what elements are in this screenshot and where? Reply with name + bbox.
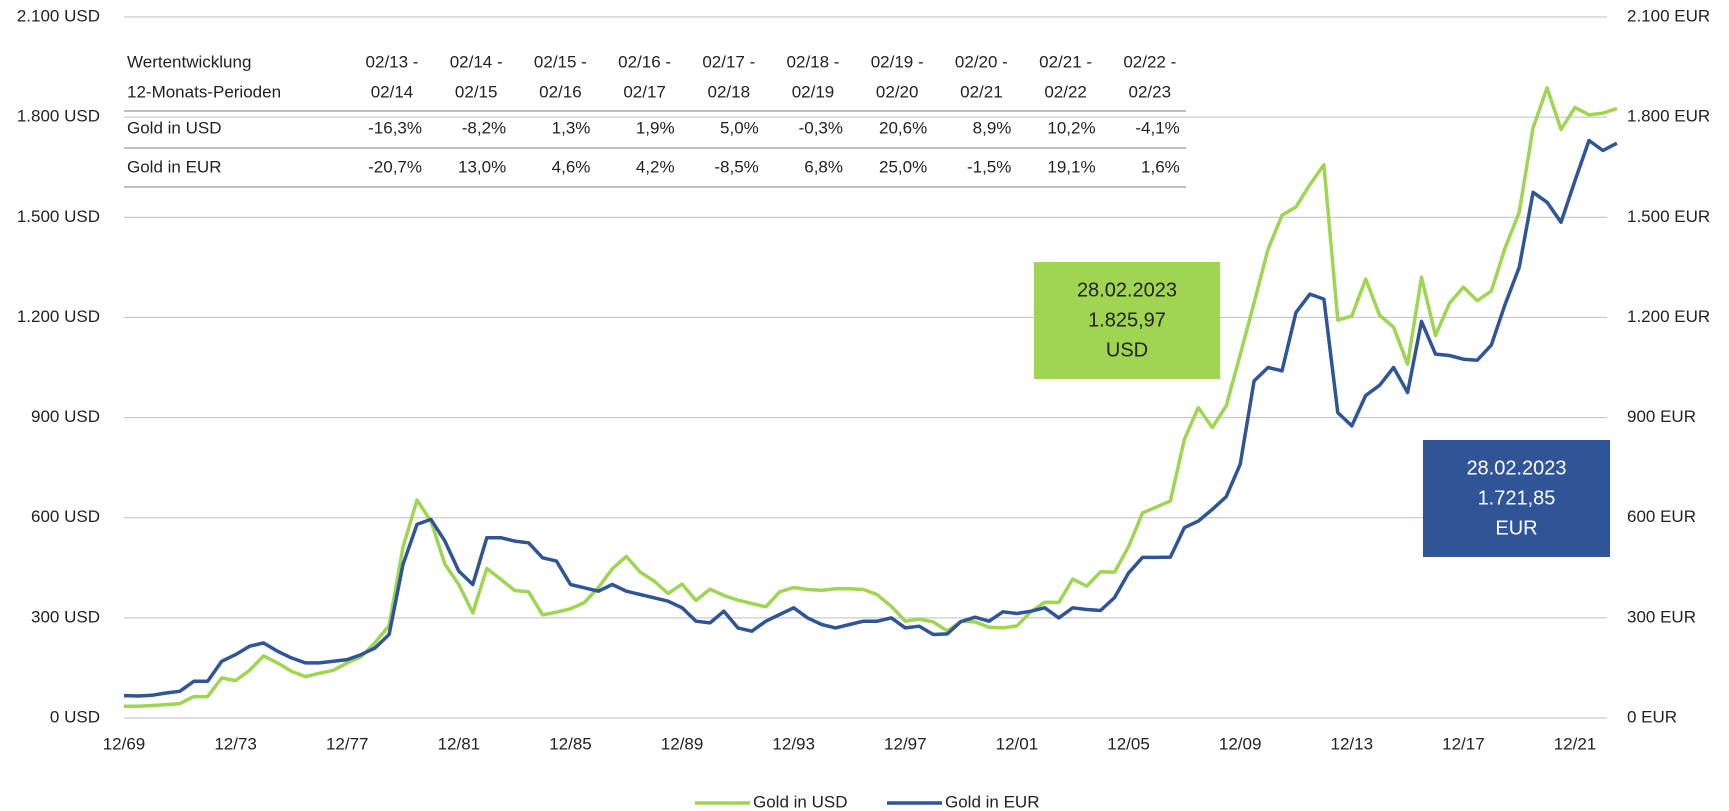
y-tick-label: 300 USD <box>31 607 100 626</box>
table-cell: 1,6% <box>1141 157 1180 176</box>
table-cell: 4,2% <box>636 157 675 176</box>
y-tick-label: 1.800 USD <box>17 107 100 126</box>
table-cell: 19,1% <box>1047 157 1095 176</box>
x-tick-label: 12/09 <box>1219 734 1262 753</box>
table-cell: 1,9% <box>636 118 675 137</box>
x-tick-label: 12/17 <box>1442 734 1485 753</box>
x-tick-label: 12/13 <box>1330 734 1373 753</box>
table-header: 12-Monats-Perioden <box>127 82 281 101</box>
y2-tick-label: 1.200 EUR <box>1627 307 1710 326</box>
y-tick-label: 600 USD <box>31 507 100 526</box>
table-cell: -0,3% <box>799 118 843 137</box>
table-header: 02/16 <box>539 82 582 101</box>
y-tick-label: 900 USD <box>31 407 100 426</box>
x-tick-label: 12/05 <box>1107 734 1150 753</box>
annotation-text: 1.825,97 <box>1088 309 1166 331</box>
annotation-text: 28.02.2023 <box>1077 279 1177 301</box>
legend-label: Gold in USD <box>753 792 847 811</box>
table-header: 02/15 - <box>534 52 587 71</box>
table-cell: 25,0% <box>879 157 927 176</box>
table-header: 02/14 - <box>450 52 503 71</box>
table-header: 02/14 <box>371 82 414 101</box>
table-header: Wertentwicklung <box>127 52 251 71</box>
table-row-label: Gold in EUR <box>127 157 221 176</box>
y-tick-label: 2.100 USD <box>17 6 100 25</box>
x-tick-label: 12/01 <box>996 734 1039 753</box>
table-cell: 20,6% <box>879 118 927 137</box>
table-cell: -8,2% <box>462 118 506 137</box>
x-tick-label: 12/97 <box>884 734 927 753</box>
legend-label: Gold in EUR <box>945 792 1039 811</box>
table-header: 02/20 - <box>955 52 1008 71</box>
x-tick-label: 12/93 <box>772 734 815 753</box>
table-header: 02/13 - <box>366 52 419 71</box>
table-header: 02/15 <box>455 82 498 101</box>
annotation-box <box>1034 262 1220 379</box>
table-header: 02/21 - <box>1039 52 1092 71</box>
table-header: 02/16 - <box>618 52 671 71</box>
table-header: 02/23 <box>1129 82 1172 101</box>
table-cell: -16,3% <box>368 118 422 137</box>
table-header: 02/20 <box>876 82 919 101</box>
y2-tick-label: 0 EUR <box>1627 707 1677 726</box>
table-cell: 8,9% <box>973 118 1012 137</box>
annotation-text: USD <box>1106 339 1148 361</box>
annotation-text: 28.02.2023 <box>1466 457 1566 479</box>
y2-tick-label: 2.100 EUR <box>1627 6 1710 25</box>
y-tick-label: 1.200 USD <box>17 307 100 326</box>
table-header: 02/17 - <box>702 52 755 71</box>
table-header: 02/21 <box>960 82 1003 101</box>
x-tick-label: 12/69 <box>103 734 146 753</box>
table-header: 02/22 <box>1044 82 1087 101</box>
table-cell: 10,2% <box>1047 118 1095 137</box>
table-header: 02/22 - <box>1123 52 1176 71</box>
table-cell: -1,5% <box>967 157 1011 176</box>
y-tick-label: 0 USD <box>50 707 100 726</box>
table-cell: -4,1% <box>1135 118 1179 137</box>
x-tick-label: 12/21 <box>1554 734 1597 753</box>
x-tick-label: 12/85 <box>549 734 592 753</box>
table-header: 02/17 <box>623 82 666 101</box>
table-row-label: Gold in USD <box>127 118 221 137</box>
table-header: 02/19 - <box>871 52 924 71</box>
table-header: 02/18 - <box>787 52 840 71</box>
y2-tick-label: 1.800 EUR <box>1627 107 1710 126</box>
table-header: 02/19 <box>792 82 835 101</box>
x-tick-label: 12/73 <box>214 734 257 753</box>
table-cell: 4,6% <box>552 157 591 176</box>
annotation-text: 1.721,85 <box>1478 487 1556 509</box>
x-tick-label: 12/77 <box>326 734 369 753</box>
data-line <box>123 138 1618 698</box>
table-cell: 6,8% <box>804 157 843 176</box>
table-cell: 1,3% <box>552 118 591 137</box>
annotation-box <box>1423 440 1610 557</box>
table-cell: -20,7% <box>368 157 422 176</box>
y2-tick-label: 300 EUR <box>1627 607 1696 626</box>
y-tick-label: 1.500 USD <box>17 207 100 226</box>
table-header: 02/18 <box>708 82 751 101</box>
table-cell: 13,0% <box>458 157 506 176</box>
x-tick-label: 12/81 <box>438 734 481 753</box>
table-cell: -8,5% <box>714 157 758 176</box>
y2-tick-label: 1.500 EUR <box>1627 207 1710 226</box>
annotation: 28.02.2023 1.721,85 EUR <box>1423 440 1610 557</box>
annotation: 28.02.2023 1.825,97 USD <box>1034 262 1220 379</box>
table-cell: 5,0% <box>720 118 759 137</box>
annotation-text: EUR <box>1495 517 1537 539</box>
y2-tick-label: 900 EUR <box>1627 407 1696 426</box>
y2-tick-label: 600 EUR <box>1627 507 1696 526</box>
x-tick-label: 12/89 <box>661 734 704 753</box>
data-line <box>124 86 1618 709</box>
